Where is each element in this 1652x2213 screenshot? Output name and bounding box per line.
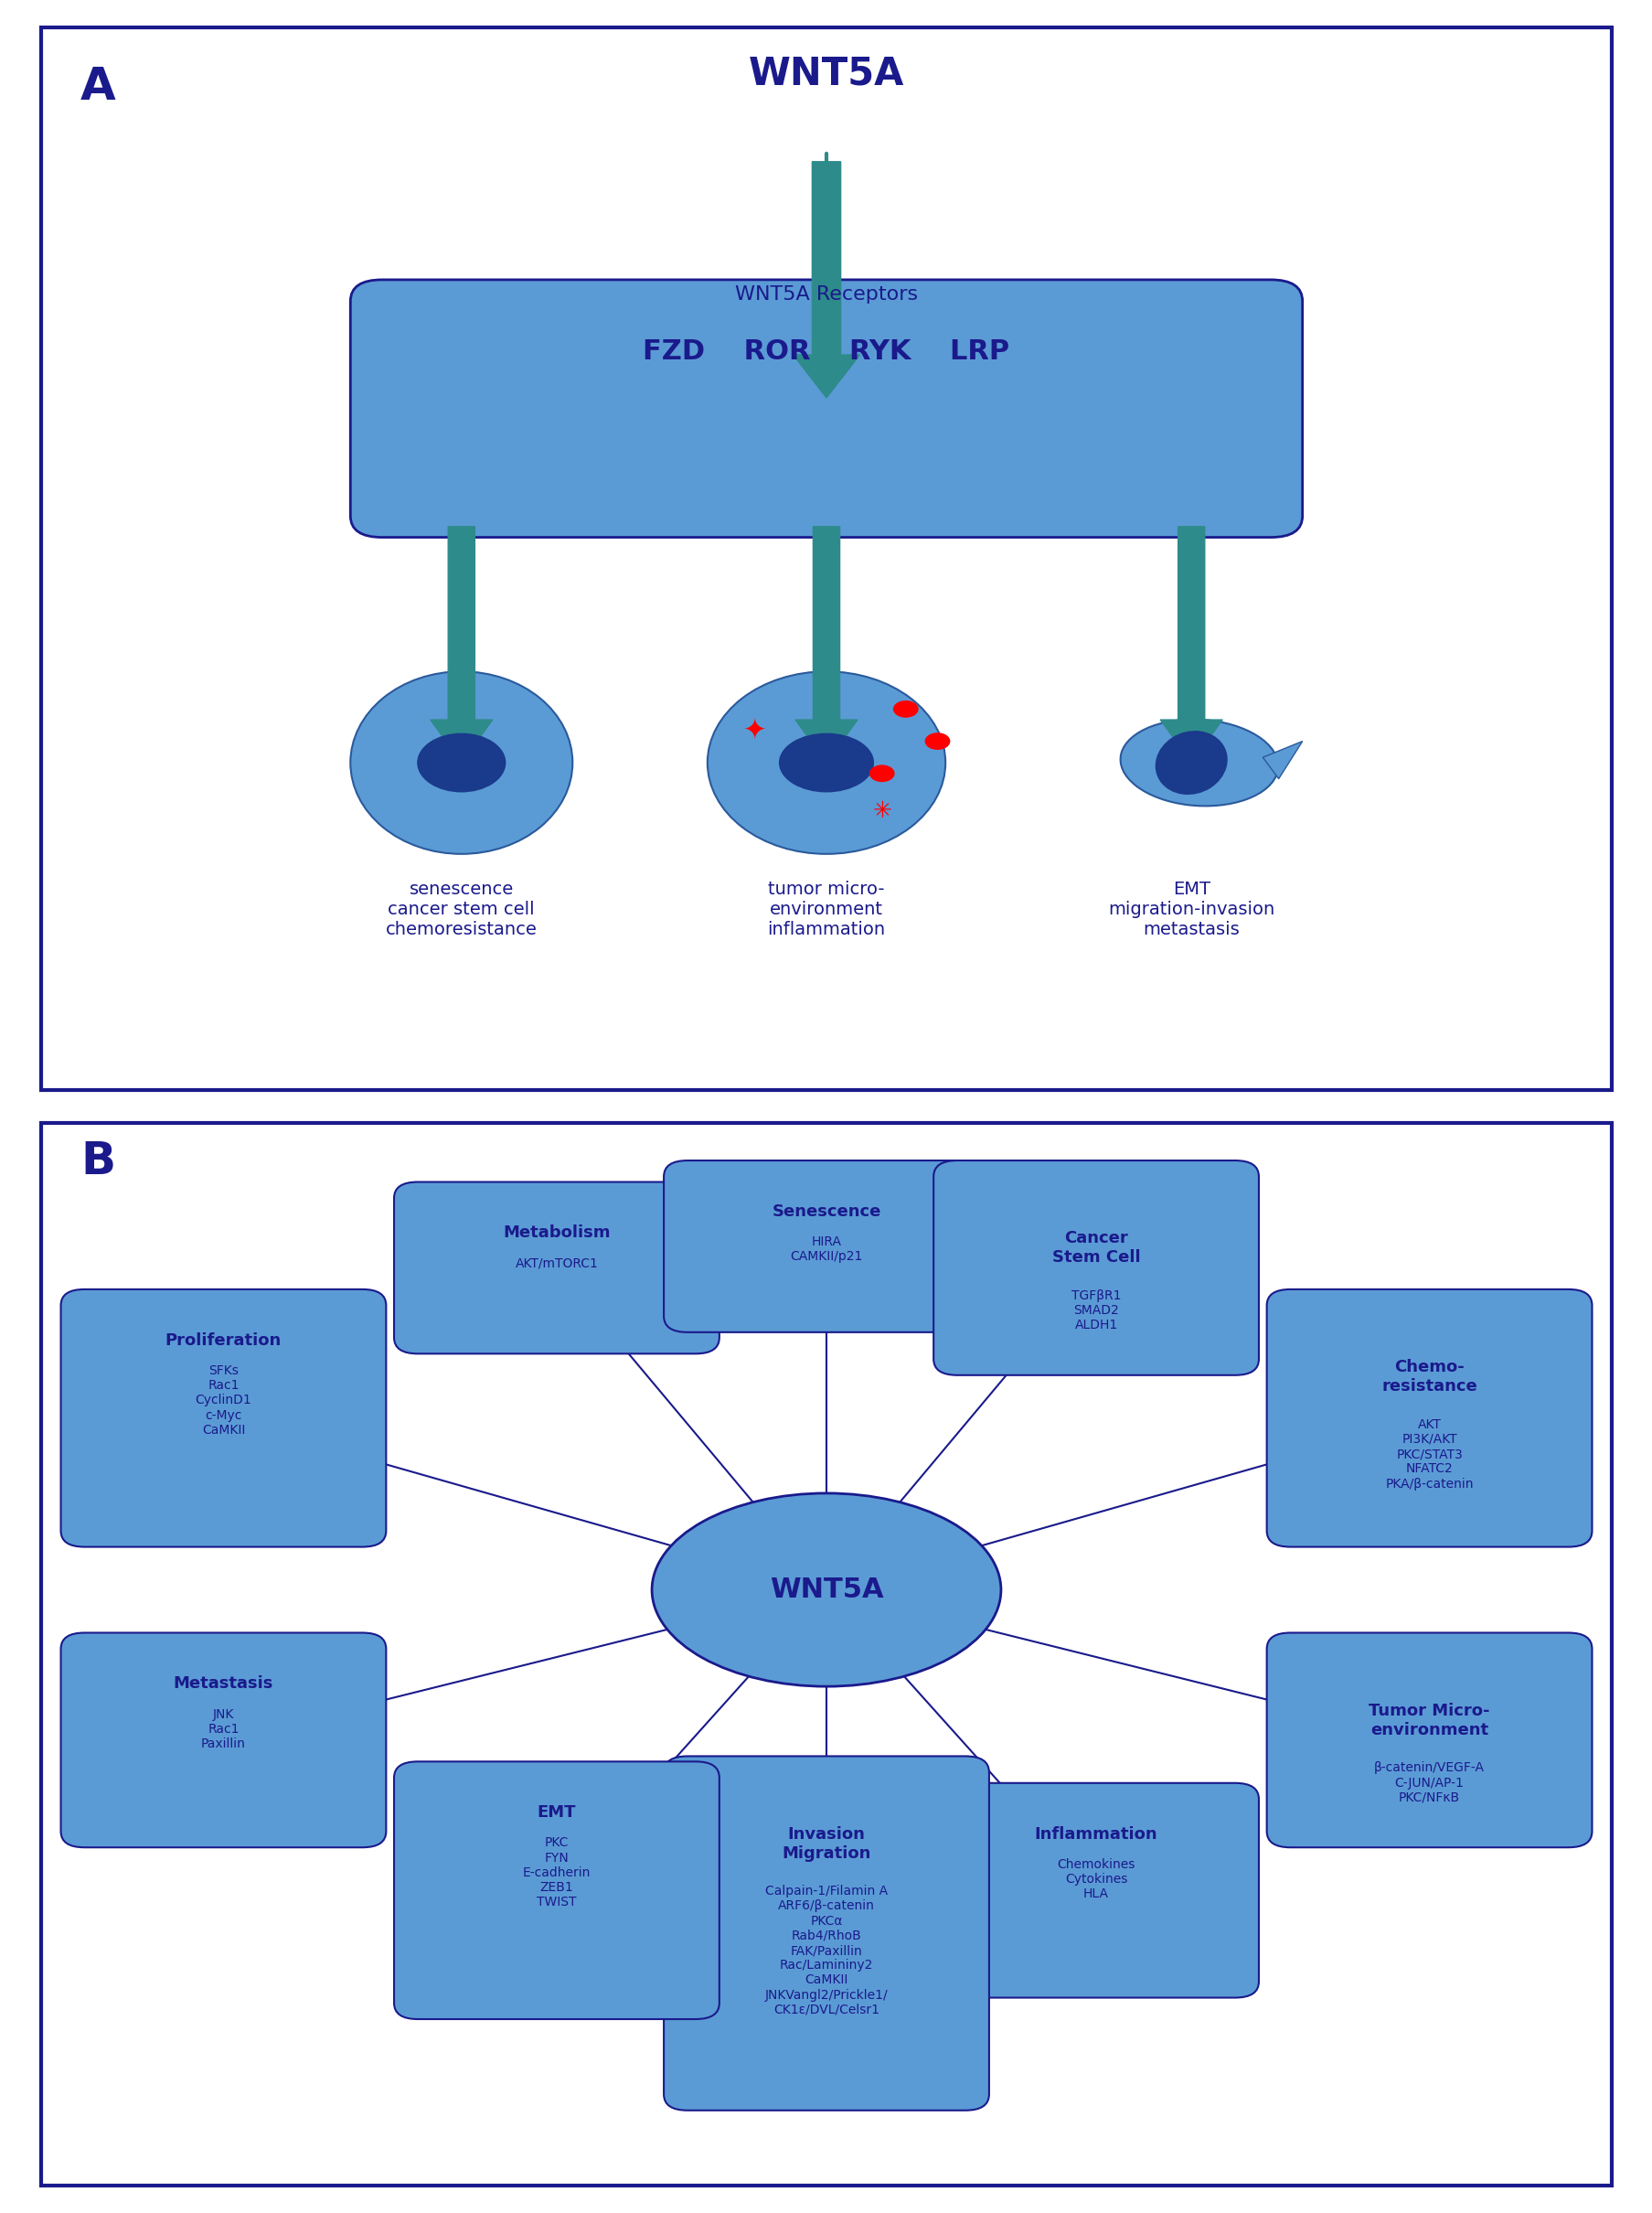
Text: Invasion
Migration: Invasion Migration <box>781 1826 871 1861</box>
Text: FZD    ROR    RYK    LRP: FZD ROR RYK LRP <box>643 339 1009 365</box>
Text: AKT
PI3K/AKT
PKC/STAT3
NFATC2
PKA/β-catenin: AKT PI3K/AKT PKC/STAT3 NFATC2 PKA/β-cate… <box>1384 1419 1472 1489</box>
Text: Cancer
Stem Cell: Cancer Stem Cell <box>1051 1230 1140 1266</box>
Text: EMT: EMT <box>537 1804 577 1821</box>
Text: Tumor Micro-
environment: Tumor Micro- environment <box>1368 1702 1488 1737</box>
Text: HIRA
CAMKII/p21: HIRA CAMKII/p21 <box>790 1235 862 1264</box>
Ellipse shape <box>651 1494 1001 1686</box>
FancyBboxPatch shape <box>1265 1633 1591 1848</box>
Text: AKT/mTORC1: AKT/mTORC1 <box>515 1257 598 1270</box>
Text: Calpain-1/Filamin A
ARF6/β-catenin
PKCα
Rab4/RhoB
FAK/Paxillin
Rac/Lamininy2
CaM: Calpain-1/Filamin A ARF6/β-catenin PKCα … <box>765 1885 887 2016</box>
Text: ✳: ✳ <box>872 801 890 821</box>
Text: ✦: ✦ <box>743 717 767 744</box>
Text: SFKs
Rac1
CyclinD1
c-Myc
CaMKII: SFKs Rac1 CyclinD1 c-Myc CaMKII <box>195 1365 251 1436</box>
Text: Inflammation: Inflammation <box>1034 1826 1156 1843</box>
Text: WNT5A Receptors: WNT5A Receptors <box>735 285 917 303</box>
FancyBboxPatch shape <box>664 1757 988 2111</box>
FancyBboxPatch shape <box>933 1784 1259 1998</box>
FancyBboxPatch shape <box>61 1290 387 1547</box>
FancyBboxPatch shape <box>393 1182 719 1354</box>
FancyBboxPatch shape <box>664 1160 988 1332</box>
Text: senescence
cancer stem cell
chemoresistance: senescence cancer stem cell chemoresista… <box>385 881 537 938</box>
Text: WNT5A: WNT5A <box>770 1576 882 1602</box>
Ellipse shape <box>1120 719 1277 806</box>
FancyArrow shape <box>795 527 857 763</box>
FancyArrow shape <box>793 162 859 398</box>
Ellipse shape <box>350 671 572 854</box>
FancyBboxPatch shape <box>350 279 1302 538</box>
Ellipse shape <box>778 733 874 792</box>
FancyArrow shape <box>430 527 492 763</box>
Ellipse shape <box>707 671 945 854</box>
Text: A: A <box>81 64 116 108</box>
Text: JNK
Rac1
Paxillin: JNK Rac1 Paxillin <box>202 1708 246 1750</box>
Text: β-catenin/VEGF-A
C-JUN/AP-1
PKC/NFκB: β-catenin/VEGF-A C-JUN/AP-1 PKC/NFκB <box>1373 1762 1483 1804</box>
Text: Chemo-
resistance: Chemo- resistance <box>1381 1359 1477 1394</box>
Text: Metabolism: Metabolism <box>502 1224 610 1241</box>
FancyArrow shape <box>1160 527 1222 763</box>
Text: PKC
FYN
E-cadherin
ZEB1
TWIST: PKC FYN E-cadherin ZEB1 TWIST <box>522 1837 590 1910</box>
FancyBboxPatch shape <box>393 1762 719 2018</box>
Circle shape <box>869 766 894 781</box>
FancyBboxPatch shape <box>933 1160 1259 1374</box>
FancyBboxPatch shape <box>61 1633 387 1848</box>
Text: Proliferation: Proliferation <box>165 1332 281 1348</box>
Text: tumor micro-
environment
inflammation: tumor micro- environment inflammation <box>767 881 885 938</box>
Ellipse shape <box>416 733 506 792</box>
Text: Chemokines
Cytokines
HLA: Chemokines Cytokines HLA <box>1057 1859 1135 1901</box>
Ellipse shape <box>1155 730 1227 794</box>
Text: B: B <box>81 1140 116 1184</box>
Text: Metastasis: Metastasis <box>173 1675 273 1693</box>
Text: EMT
migration-invasion
metastasis: EMT migration-invasion metastasis <box>1107 881 1274 938</box>
Text: WNT5A: WNT5A <box>748 55 904 93</box>
Circle shape <box>925 733 950 750</box>
FancyBboxPatch shape <box>1265 1290 1591 1547</box>
Circle shape <box>892 702 919 717</box>
Polygon shape <box>1262 741 1302 779</box>
Text: Senescence: Senescence <box>771 1204 881 1219</box>
Text: TGFβR1
SMAD2
ALDH1: TGFβR1 SMAD2 ALDH1 <box>1070 1290 1120 1332</box>
